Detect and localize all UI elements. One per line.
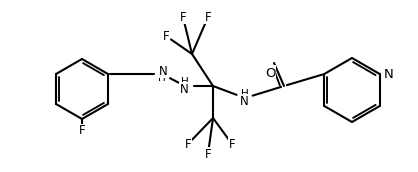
Text: O: O <box>265 67 275 79</box>
Text: H: H <box>241 89 249 99</box>
Text: H: H <box>158 73 166 83</box>
Text: N: N <box>180 83 189 95</box>
Text: N: N <box>158 64 167 78</box>
Text: F: F <box>229 137 235 150</box>
Text: F: F <box>205 10 212 24</box>
Text: F: F <box>205 148 212 160</box>
Text: N: N <box>240 94 248 108</box>
Text: H: H <box>181 77 189 87</box>
Text: F: F <box>79 125 85 137</box>
Text: F: F <box>163 30 169 42</box>
Text: N: N <box>384 67 394 80</box>
Text: F: F <box>180 10 186 24</box>
Text: F: F <box>185 137 191 150</box>
